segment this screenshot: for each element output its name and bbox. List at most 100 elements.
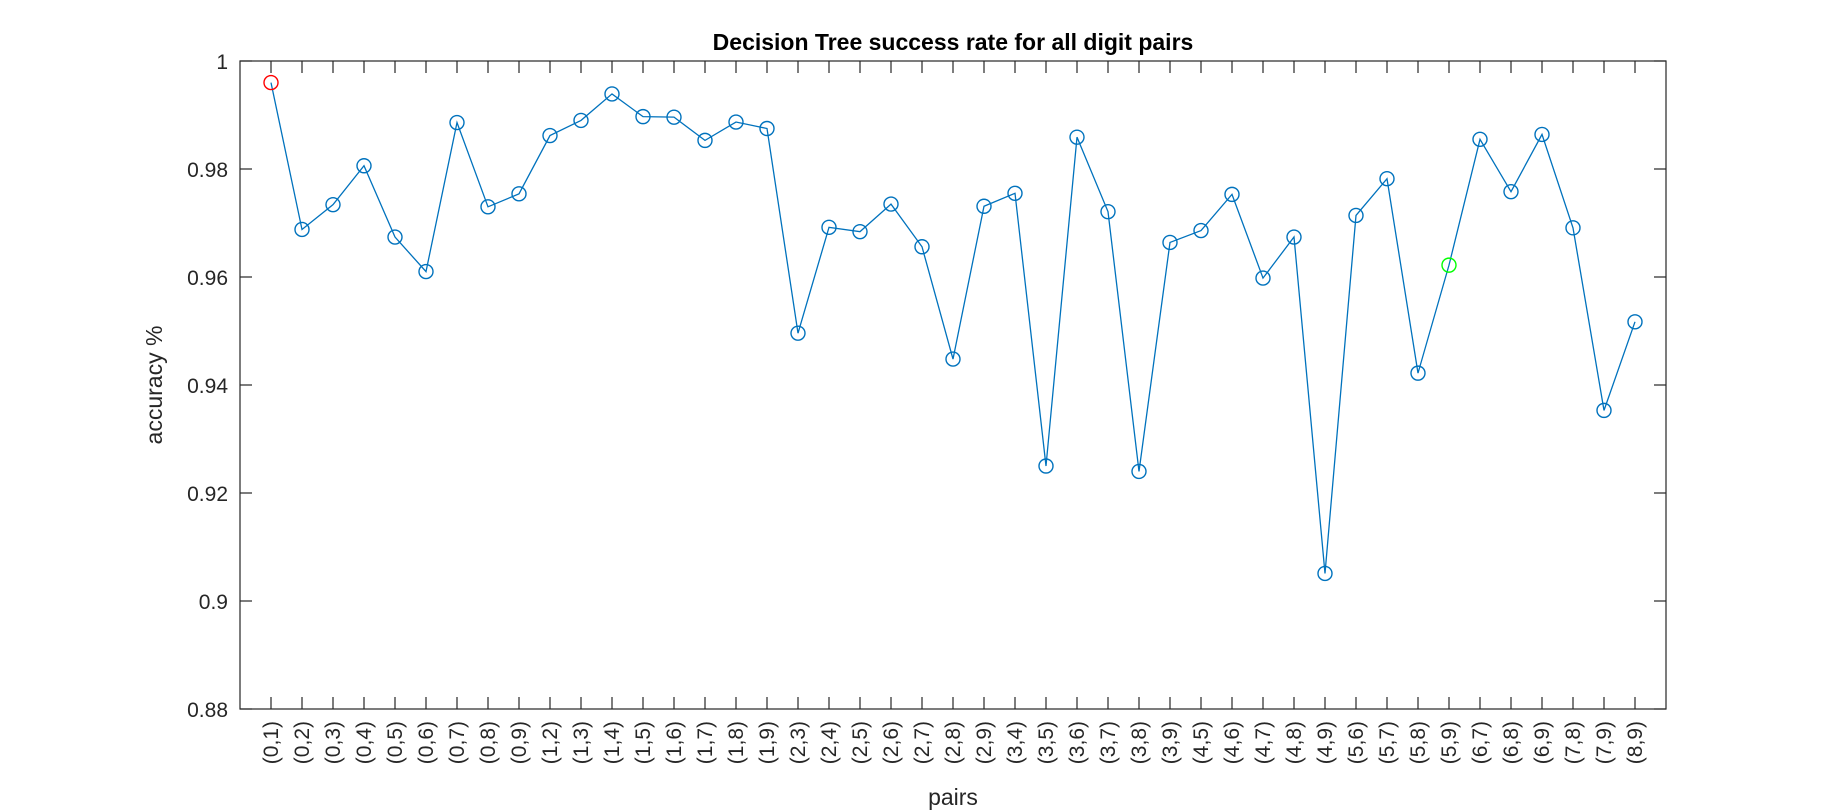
data-point [883,196,899,212]
data-point [635,108,651,125]
x-tick-label: (0,9) [508,721,531,764]
x-tick-label: (2,5) [849,721,872,764]
data-point [449,114,465,131]
x-tick-label: (5,6) [1345,721,1368,764]
x-tick-label: (2,7) [911,721,934,764]
x-tick-label: (1,3) [570,721,593,764]
data-point [821,219,837,236]
x-tick-label: (3,6) [1066,721,1089,764]
data-point [1255,270,1271,286]
data-point [1317,565,1333,582]
x-tick-label: (1,2) [539,721,562,764]
x-tick-label: (2,8) [942,721,965,764]
x-tick-label: (0,4) [353,721,376,764]
x-tick-label: (7,8) [1562,721,1585,764]
data-point [1100,203,1116,220]
data-point [325,196,341,213]
y-tick-label: 0.88 [187,699,228,722]
axes-box [239,60,1667,710]
x-tick-label: (1,8) [725,721,748,764]
data-point [666,109,682,125]
x-tick-label: (8,9) [1624,721,1647,764]
x-tick-label: (0,1) [260,721,283,764]
x-tick-label: (1,5) [632,721,655,764]
x-tick-label: (4,6) [1221,721,1244,764]
y-tick-label: 0.92 [187,483,228,506]
x-tick-label: (6,9) [1531,721,1554,764]
x-tick-label: (6,7) [1469,721,1492,764]
x-tick-label: (0,5) [384,721,407,764]
y-tick-label: 1 [216,51,228,74]
data-point [294,221,310,238]
x-tick-label: (2,3) [787,721,810,764]
data-point [573,112,589,129]
data-point [1596,402,1612,419]
x-axis-label: pairs [928,784,978,810]
data-point [1627,314,1643,330]
x-tick-label: (1,7) [694,721,717,764]
data-point [1131,463,1147,480]
x-tick-label: (3,4) [1004,721,1027,764]
x-tick-label: (2,9) [973,721,996,764]
x-tick-label: (4,9) [1314,721,1337,764]
chart-title: Decision Tree success rate for all digit… [713,29,1194,55]
x-tick-label: (0,6) [415,721,438,764]
x-tick-label: (2,6) [880,721,903,764]
x-tick-label: (0,8) [477,721,500,764]
x-tick-label: (4,8) [1283,721,1306,764]
x-tick-label: (6,8) [1500,721,1523,764]
data-point [511,186,527,202]
data-point [1410,365,1426,381]
x-tick-label: (5,9) [1438,721,1461,764]
data-point [1286,229,1302,245]
data-point [418,263,434,280]
x-tick-label: (5,7) [1376,721,1399,764]
plot-area [240,61,1666,709]
x-tick-label: (4,5) [1190,721,1213,764]
y-axis-label: accuracy % [141,326,167,445]
data-point [1162,234,1178,251]
data-point [1503,183,1519,200]
x-tick-label: (1,6) [663,721,686,764]
data-point [480,199,496,215]
data-point [852,223,868,240]
data-point [1193,222,1209,239]
data-point [790,325,806,341]
data-point [1472,131,1488,148]
x-tick-label: (3,7) [1097,721,1120,764]
x-tick-label: (0,7) [446,721,469,764]
data-point [728,114,744,130]
y-tick-label: 0.96 [187,267,228,290]
data-point [1348,207,1364,224]
x-tick-label: (3,5) [1035,721,1058,764]
x-tick-label: (2,4) [818,721,841,764]
series-line [270,82,1636,574]
data-point-min [1441,257,1457,273]
data-point [945,351,961,367]
axis-ticks: 0.88 0.9 0.92 0.94 0.96 0.98 1 (0,1) (0,2) (0,3) (… [187,51,1666,764]
data-point [914,239,930,255]
data-point [387,229,403,245]
x-tick-label: (5,8) [1407,721,1430,764]
x-tick-label: (0,3) [322,721,345,764]
data-point [759,120,775,137]
y-tick-label: 0.98 [187,159,228,182]
data-point [1534,126,1550,143]
y-tick-label: 0.9 [199,591,228,614]
x-tick-label: (7,9) [1593,721,1616,764]
data-point [1379,171,1395,187]
y-tick-label: 0.94 [187,375,228,398]
x-tick-label: (3,8) [1128,721,1151,764]
x-tick-label: (3,9) [1159,721,1182,764]
x-tick-label: (1,9) [756,721,779,764]
data-point [697,132,713,149]
x-tick-label: (0,2) [291,721,314,764]
x-tick-label: (4,7) [1252,721,1275,764]
data-point [1224,186,1240,203]
data-series [263,74,1643,582]
data-point [1069,129,1085,145]
data-point [356,158,372,174]
data-point [976,198,992,214]
data-point [1007,185,1023,202]
